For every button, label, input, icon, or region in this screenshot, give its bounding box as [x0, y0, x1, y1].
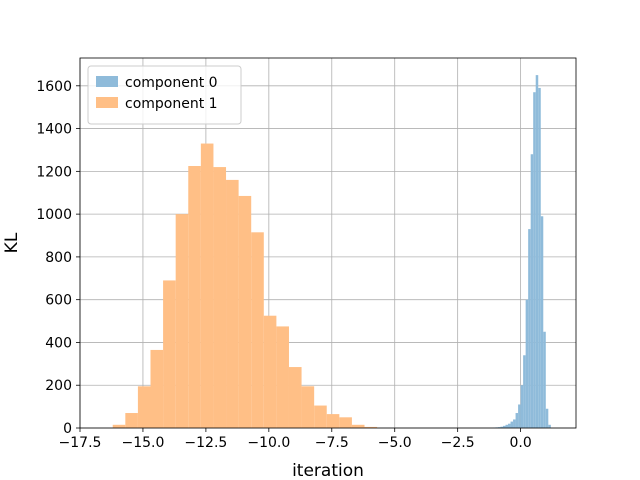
- x-tick-label: −12.5: [184, 435, 227, 451]
- histogram-bar-series-0: [314, 405, 327, 428]
- y-tick-label: 1600: [36, 79, 72, 95]
- histogram-bar-series-1: [535, 75, 539, 428]
- bars-layer: [112, 75, 551, 429]
- histogram-bar-series-0: [150, 349, 164, 428]
- histogram-bar-series-0: [288, 367, 302, 428]
- legend-label: component 1: [125, 96, 218, 112]
- ticks-layer: −17.5 −15.0 −12.5 −10.0 −7.5 −5.0 −2.5 0.0 0 200 4…: [36, 79, 531, 451]
- x-tick-label: −17.5: [59, 435, 102, 451]
- histogram-bar-series-0: [238, 195, 252, 428]
- histogram-bar-series-1: [505, 424, 509, 428]
- x-tick-label: −15.0: [121, 435, 164, 451]
- x-tick-label: −10.0: [247, 435, 290, 451]
- y-tick-label: 1200: [36, 164, 72, 180]
- histogram-bar-series-0: [326, 414, 340, 428]
- histogram-bar-series-1: [548, 424, 551, 428]
- histogram-bar-series-1: [540, 216, 544, 428]
- histogram-bar-series-1: [520, 385, 524, 428]
- histogram-bar-series-0: [188, 166, 201, 428]
- legend-swatch: [96, 76, 118, 87]
- x-axis-label: iteration: [292, 461, 364, 480]
- y-tick-label: 600: [45, 293, 72, 309]
- y-tick-label: 1400: [36, 122, 72, 138]
- histogram-bar-series-1: [510, 421, 514, 428]
- x-tick-label: 0.0: [509, 435, 531, 451]
- histogram-bar-series-1: [530, 154, 534, 428]
- histogram-bar-series-0: [200, 143, 214, 428]
- legend-swatch: [96, 97, 118, 108]
- legend: component 0 component 1: [87, 65, 242, 125]
- histogram-bar-series-0: [112, 424, 126, 428]
- histogram-bar-series-1: [513, 419, 516, 428]
- histogram-bar-series-0: [213, 167, 227, 429]
- histogram-bar-series-0: [351, 424, 365, 428]
- histogram-bar-series-1: [500, 426, 503, 428]
- x-tick-label: −2.5: [441, 435, 475, 451]
- histogram-bar-series-0: [125, 413, 138, 428]
- legend-label: component 0: [125, 75, 218, 91]
- y-axis-label: KL: [2, 232, 22, 253]
- x-tick-label: −5.0: [378, 435, 412, 451]
- histogram-bar-series-1: [502, 425, 506, 428]
- y-tick-label: 400: [45, 335, 72, 351]
- plot-frame: [79, 57, 577, 429]
- histogram-bar-series-1: [543, 331, 546, 428]
- y-tick-label: 1000: [36, 207, 72, 223]
- histogram-bar-series-0: [364, 426, 378, 428]
- histogram-bar-series-0: [175, 214, 189, 428]
- histogram-bar-series-0: [276, 326, 289, 428]
- histogram-bar-series-1: [508, 423, 511, 428]
- histogram-bar-series-0: [226, 179, 239, 428]
- grid-layer: [79, 58, 576, 429]
- y-tick-label: 200: [45, 378, 72, 394]
- x-tick-label: −7.5: [315, 435, 349, 451]
- y-tick-label: 0: [63, 421, 72, 437]
- histogram-bar-series-1: [518, 404, 521, 428]
- histogram-bar-series-1: [533, 92, 536, 428]
- y-tick-label: 800: [45, 250, 72, 266]
- histogram-bar-series-0: [263, 315, 277, 428]
- histogram-bar-series-1: [545, 408, 549, 428]
- histogram-bar-series-0: [137, 386, 151, 428]
- histogram-bar-series-0: [251, 232, 264, 428]
- histogram-bar-series-1: [538, 87, 541, 428]
- histogram-bar-series-1: [523, 355, 526, 428]
- histogram-bar-series-1: [497, 427, 501, 428]
- histogram-bar-series-1: [528, 229, 531, 428]
- histogram-bar-series-0: [301, 386, 315, 428]
- histogram-bar-series-1: [515, 413, 519, 428]
- histogram-bar-series-0: [339, 417, 352, 428]
- histogram-bar-series-0: [163, 280, 176, 428]
- legend-box: [87, 65, 242, 125]
- histogram-bar-series-1: [525, 299, 529, 428]
